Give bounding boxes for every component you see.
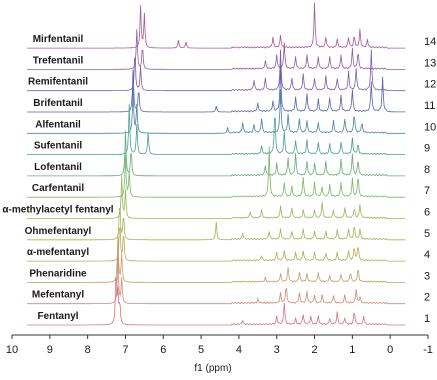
spectra-traces [27, 2, 406, 326]
spectrum-label-text: α-methylacetyl fentanyl [2, 205, 113, 216]
spectrum-label: Sufentanil [34, 141, 83, 152]
spectrum-label-text: Remifentanil [28, 77, 88, 88]
spectrum-trace [27, 104, 406, 156]
spectrum-number: 11 [424, 100, 435, 112]
spectrum-label-text: Alfentanil [35, 119, 81, 130]
spectrum-label: α-mefentanyl [27, 247, 89, 258]
x-tick-label: 6 [160, 344, 166, 356]
spectrum-trace [27, 227, 406, 262]
spectrum-number: 12 [424, 79, 436, 91]
x-axis-title: f1 (ppm) [194, 363, 231, 374]
spectrum-trace [27, 64, 406, 113]
spectrum-label-text: α-mefentanyl [27, 247, 89, 258]
spectrum-number: 1 [424, 313, 430, 325]
x-axis: 10 9 8 7 6 5 4 3 2 1 0 -1 f1 (ppm) [6, 334, 433, 374]
spectrum-number: 9 [424, 143, 430, 155]
x-tick-label: 4 [236, 344, 242, 356]
spectrum-trace [27, 29, 406, 70]
x-tick-label: 7 [122, 344, 128, 356]
spectrum-trace [27, 87, 406, 134]
spectrum-label: Phenaridine [29, 268, 87, 279]
x-tick-label: 9 [47, 344, 53, 356]
spectrum-number: 10 [424, 121, 436, 133]
spectrum-numbers: 14 13 12 11 10 9 8 7 6 5 4 3 2 1 [424, 36, 436, 325]
x-tick-label: 8 [85, 344, 91, 356]
spectrum-label: Carfentanil [32, 183, 84, 194]
spectrum-label-text: Mefentanyl [32, 290, 84, 301]
x-axis-ticks: 10 9 8 7 6 5 4 3 2 1 0 -1 [6, 335, 433, 356]
spectrum-trace [27, 207, 406, 241]
spectrum-label-text: Carfentanil [32, 183, 84, 194]
spectrum-label: Trefentanil [33, 55, 84, 66]
spectrum-number: 3 [424, 270, 430, 282]
spectrum-label-text: Fentanyl [37, 311, 78, 322]
spectrum-label: Mefentanyl [32, 290, 84, 301]
spectrum-label: Brifentanil [33, 98, 83, 109]
spectrum-trace [27, 276, 406, 326]
spectrum-number: 4 [424, 249, 430, 261]
spectrum-number: 6 [424, 207, 430, 219]
spectrum-trace [27, 254, 406, 305]
spectrum-label-text: Phenaridine [29, 268, 87, 279]
spectrum-label: Mirfentanil [33, 34, 84, 45]
spectrum-trace [27, 236, 406, 283]
spectrum-label: Alfentanil [35, 119, 81, 130]
spectrum-labels: Mirfentanil Trefentanil Remifentanil Brifen… [2, 34, 113, 322]
spectrum-number: 13 [424, 57, 436, 69]
spectrum-label: Lofentanil [34, 162, 82, 173]
spectrum-trace [27, 2, 406, 49]
spectrum-trace [27, 175, 406, 220]
spectrum-number: 8 [424, 164, 430, 176]
spectrum-label: Remifentanil [28, 77, 88, 88]
x-tick-label: 3 [274, 344, 280, 356]
x-tick-label: 1 [349, 344, 355, 356]
spectrum-trace [27, 145, 406, 198]
spectrum-label-text: Lofentanil [34, 162, 82, 173]
x-tick-label: 10 [6, 344, 18, 356]
spectrum-label-text: Sufentanil [34, 141, 83, 152]
spectrum-label-text: Mirfentanil [33, 34, 84, 45]
spectrum-label-text: Brifentanil [33, 98, 83, 109]
spectrum-number: 7 [424, 185, 430, 197]
x-tick-label: 5 [198, 344, 204, 356]
spectrum-number: 14 [424, 36, 436, 48]
spectrum-number: 5 [424, 228, 430, 240]
spectrum-label: Ohmefentanyl [25, 226, 92, 237]
spectrum-trace [27, 49, 406, 92]
x-tick-label: 0 [387, 344, 393, 356]
spectrum-label: Fentanyl [37, 311, 78, 322]
x-tick-label: 2 [311, 344, 317, 356]
spectrum-label-text: Trefentanil [33, 55, 84, 66]
spectrum-label: α-methylacetyl fentanyl [2, 205, 113, 216]
spectrum-label-text: Ohmefentanyl [25, 226, 92, 237]
spectrum-number: 2 [424, 292, 430, 304]
spectrum-trace [27, 130, 406, 177]
x-tick-label: -1 [423, 344, 433, 356]
